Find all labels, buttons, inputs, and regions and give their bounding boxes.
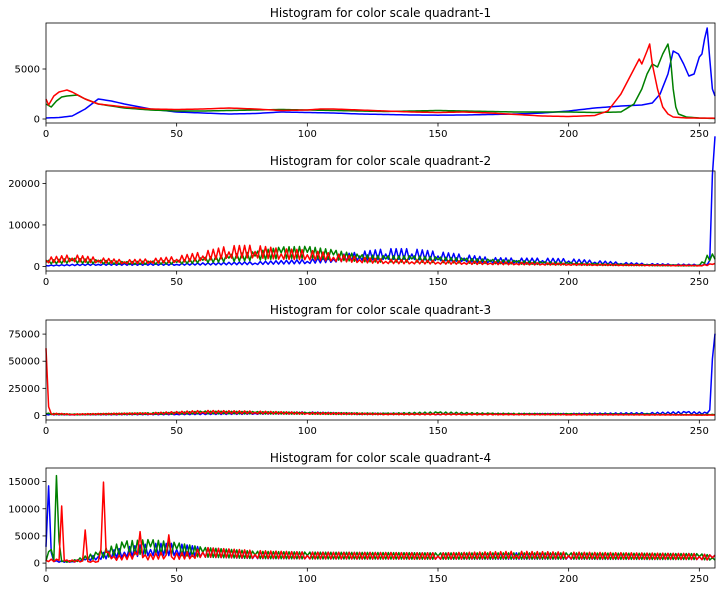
series-line [45, 43, 716, 119]
series-line [45, 43, 716, 120]
x-tick-label: 100 [298, 426, 317, 437]
axes-frame [45, 319, 716, 421]
y-tick-label: 10000 [8, 220, 40, 231]
series-line [45, 474, 716, 563]
subplot-quadrant-4: Histogram for color scale quadrant-4 0 50… [8, 451, 716, 585]
x-tick-label: 150 [428, 277, 447, 288]
x-tick-label: 150 [428, 574, 447, 585]
series-line [45, 481, 716, 563]
axes-frame [45, 170, 716, 272]
x-tick-label: 0 [43, 129, 49, 140]
y-tick-label: 25000 [8, 384, 40, 395]
x-tick-label: 100 [298, 277, 317, 288]
y-tick-label: 50000 [8, 357, 40, 368]
x-tick-label: 250 [690, 277, 709, 288]
x-tick-label: 250 [690, 574, 709, 585]
x-tick-label: 100 [298, 574, 317, 585]
x-tick-label: 50 [170, 129, 183, 140]
y-tick-label: 15000 [8, 477, 40, 488]
subplot-quadrant-1: Histogram for color scale quadrant-1 0 50… [15, 6, 716, 140]
x-tick-label: 50 [170, 426, 183, 437]
y-tick-label: 0 [34, 411, 40, 422]
series-line [45, 333, 716, 416]
axes-frame [45, 467, 716, 569]
y-tick-label: 0 [34, 262, 40, 273]
x-tick-label: 0 [43, 277, 49, 288]
x-tick-label: 250 [690, 129, 709, 140]
x-tick-label: 200 [559, 426, 578, 437]
x-tick-label: 200 [559, 277, 578, 288]
x-tick-label: 0 [43, 426, 49, 437]
y-tick-label: 5000 [15, 531, 40, 542]
series-line [45, 27, 716, 119]
chart-title: Histogram for color scale quadrant-4 [270, 451, 491, 465]
series-line [45, 136, 716, 267]
series-line [45, 244, 716, 267]
chart-title: Histogram for color scale quadrant-2 [270, 154, 491, 168]
x-tick-label: 100 [298, 129, 317, 140]
x-tick-label: 0 [43, 574, 49, 585]
axes-frame [45, 22, 716, 124]
x-tick-label: 50 [170, 574, 183, 585]
x-tick-label: 200 [559, 129, 578, 140]
y-tick-label: 0 [34, 559, 40, 570]
chart-title: Histogram for color scale quadrant-1 [270, 6, 491, 20]
y-tick-label: 10000 [8, 504, 40, 515]
series-line [45, 348, 716, 416]
chart-title: Histogram for color scale quadrant-3 [270, 303, 491, 317]
y-tick-label: 20000 [8, 179, 40, 190]
subplot-quadrant-3: Histogram for color scale quadrant-3 0 50… [8, 303, 716, 437]
x-tick-label: 250 [690, 426, 709, 437]
y-tick-label: 75000 [8, 330, 40, 341]
x-tick-label: 50 [170, 277, 183, 288]
x-tick-label: 150 [428, 426, 447, 437]
subplot-quadrant-2: Histogram for color scale quadrant-2 0 50… [8, 136, 716, 288]
x-tick-label: 150 [428, 129, 447, 140]
x-tick-label: 200 [559, 574, 578, 585]
y-tick-label: 0 [34, 115, 40, 126]
y-tick-label: 5000 [15, 65, 40, 76]
